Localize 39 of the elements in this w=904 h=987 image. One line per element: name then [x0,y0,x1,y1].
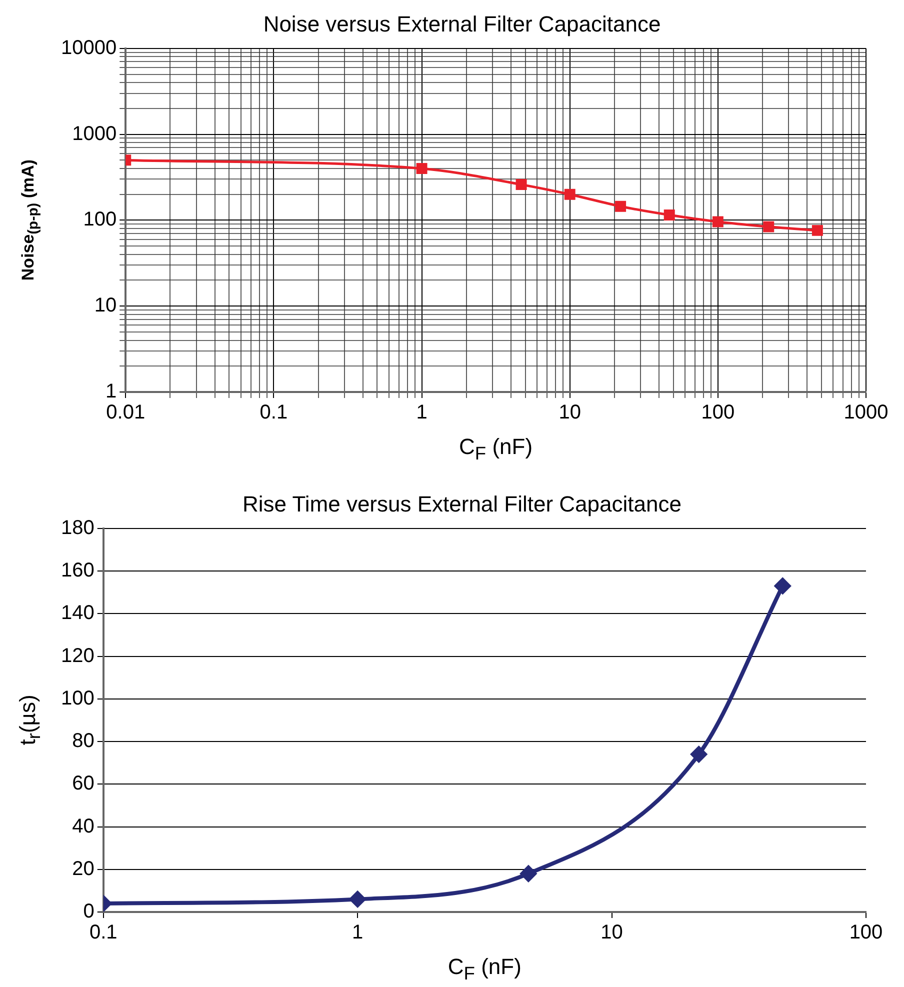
point [350,891,366,908]
x-axis-title: C$_{F}$ (nF) [448,954,522,984]
point [664,209,675,220]
y-tick-label: 1000 [72,122,117,145]
point [520,866,536,882]
point [615,200,626,212]
x-tick-label: 100 [701,402,735,424]
y-tick-label: 20 [72,858,94,880]
y-tick-label: 80 [72,730,94,752]
x-tick-label: 1 [352,922,364,944]
chart-title: Rise Time versus External Filter Capacitance [242,491,682,516]
point [690,746,707,762]
x-tick-label: 1000 [844,402,888,424]
x-tick-label: 0.1 [89,922,118,944]
point [812,224,823,236]
x-tick-label: 100 [849,922,883,944]
y-tick-label: 10000 [60,36,117,59]
x-tick-label: 10 [600,922,623,944]
y-tick-label: 120 [60,644,94,667]
x-tick-label: 0.1 [260,402,288,424]
y-tick-label: 160 [60,560,94,582]
x-tick-label: 1 [416,402,428,424]
y-tick-label: 100 [83,208,117,231]
point [712,216,724,228]
y-tick-label: 1 [105,380,117,403]
x-tick-label: 0.01 [106,402,146,424]
point [516,179,527,190]
y-tick-label: 100 [60,687,94,710]
point [763,221,774,232]
chart-title: Noise versus External Filter Capacitance [263,11,661,36]
y-tick-label: 40 [72,815,94,838]
x-axis-title: C$_{F}$ (nF) [459,434,533,464]
y-tick-label: 10 [94,294,117,317]
y-tick-label: 140 [60,602,94,624]
point [564,188,576,200]
y-tick-label: 60 [72,772,94,795]
y-tick-label: 180 [60,516,94,539]
x-tick-label: 10 [558,402,581,424]
y-tick-label: 0 [83,900,94,923]
